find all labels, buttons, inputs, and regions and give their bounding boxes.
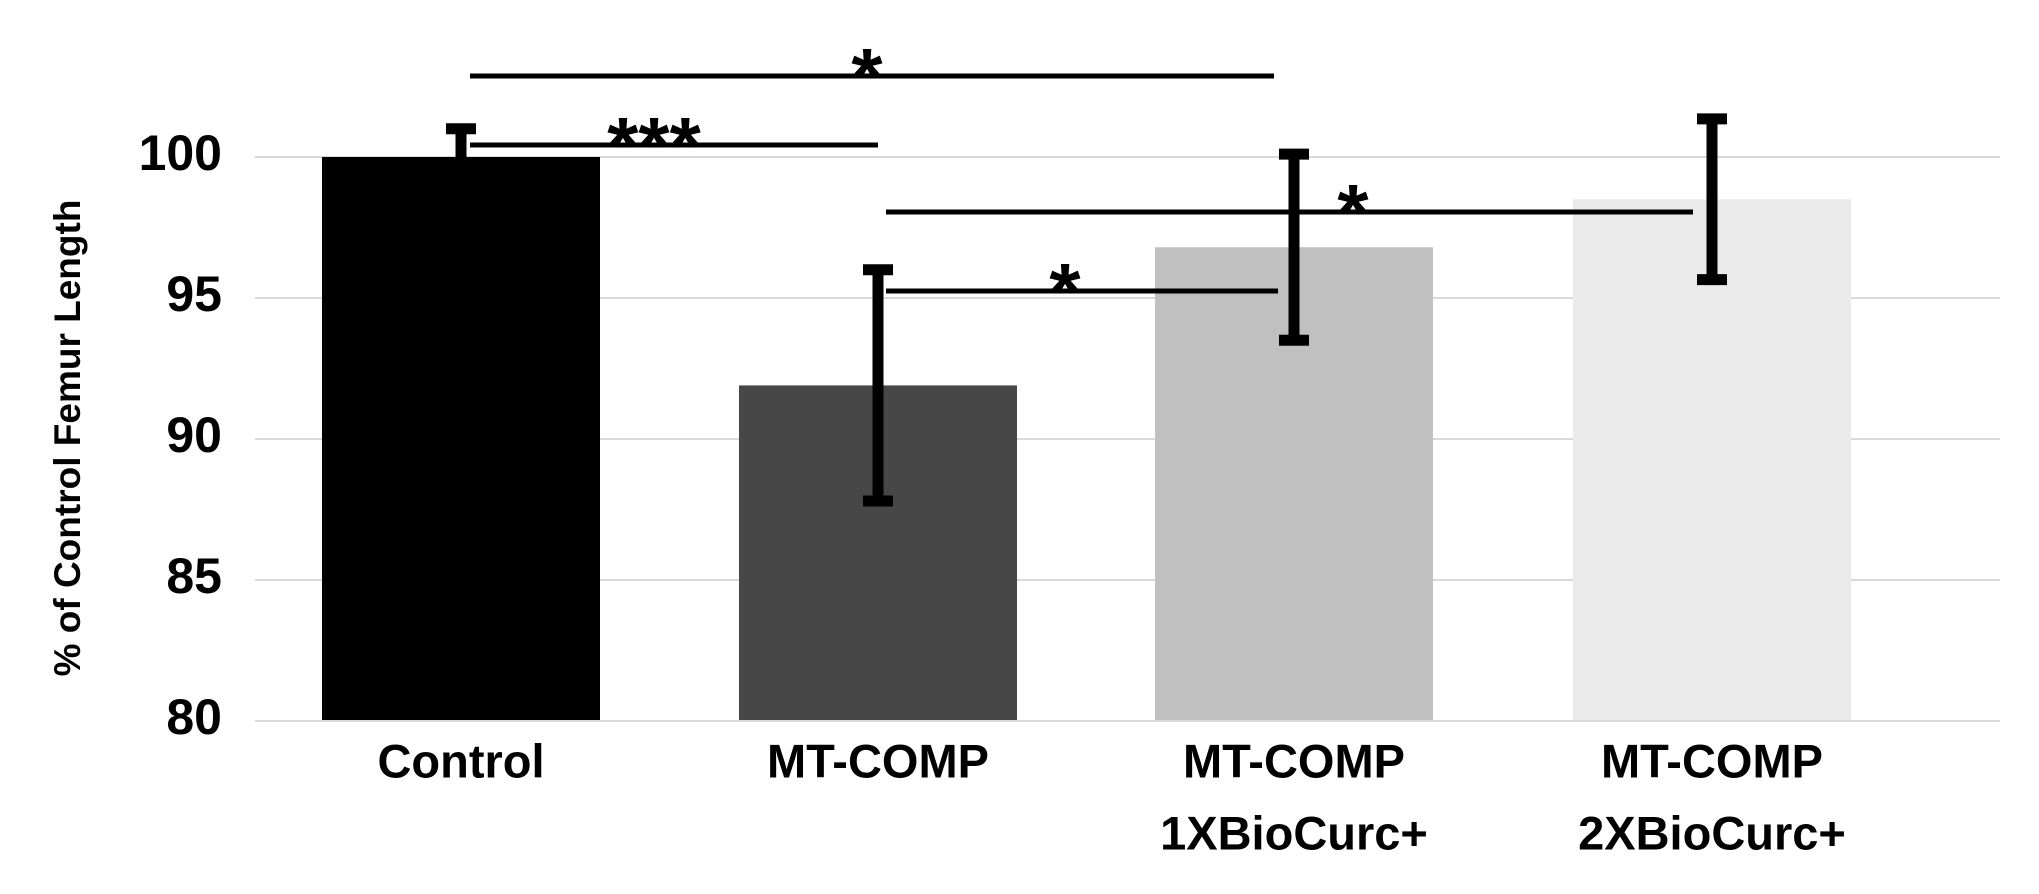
- significance-label: ***: [607, 101, 701, 190]
- error-bar: [446, 123, 476, 191]
- bar: [1573, 199, 1851, 722]
- y-axis-label: % of Control Femur Length: [47, 200, 88, 677]
- y-tick-label: 85: [166, 548, 222, 604]
- error-bar: [1279, 148, 1309, 346]
- y-tick-label: 80: [166, 689, 222, 745]
- y-tick-label: 95: [166, 266, 222, 322]
- x-tick-label: MT-COMP: [1601, 734, 1823, 787]
- significance-label: *: [1049, 247, 1081, 336]
- y-tick-label: 100: [139, 125, 222, 181]
- x-tick-label: 2XBioCurc+: [1578, 806, 1846, 859]
- bar: [322, 157, 600, 721]
- x-tick-label: MT-COMP: [1183, 734, 1405, 787]
- x-tick-label: MT-COMP: [767, 734, 989, 787]
- significance-label: *: [1337, 168, 1369, 257]
- x-tick-label: 1XBioCurc+: [1160, 806, 1428, 859]
- significance-label: *: [851, 32, 883, 121]
- error-bar: [1697, 113, 1727, 286]
- error-bar: [863, 264, 893, 507]
- y-tick-label: 90: [166, 407, 222, 463]
- x-tick-label: Control: [377, 734, 544, 787]
